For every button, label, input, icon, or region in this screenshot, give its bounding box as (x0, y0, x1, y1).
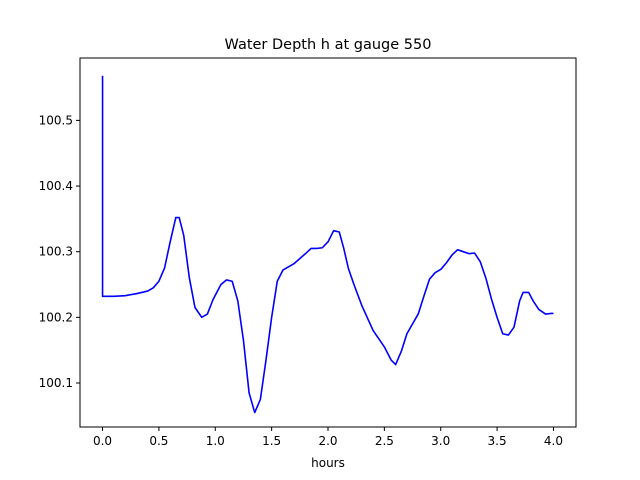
x-axis-ticks: 0.0 0.5 1.0 1.5 2.0 2.5 3.0 3.5 4.0 (93, 427, 563, 448)
series-group (101, 75, 554, 414)
x-tick-label: 0.0 (93, 434, 112, 448)
y-tick-label: 100.3 (39, 245, 73, 259)
series-line (101, 75, 554, 414)
x-tick-label: 0.5 (149, 434, 168, 448)
x-axis-label: hours (311, 456, 345, 470)
y-tick-label: 100.4 (39, 179, 73, 193)
x-tick-label: 3.5 (488, 434, 507, 448)
x-tick-label: 2.5 (375, 434, 394, 448)
x-tick-label: 4.0 (544, 434, 563, 448)
x-tick-label: 1.5 (262, 434, 281, 448)
y-tick-label: 100.2 (39, 310, 73, 324)
x-tick-label: 3.0 (431, 434, 450, 448)
x-tick-label: 2.0 (318, 434, 337, 448)
x-tick-label: 1.0 (206, 434, 225, 448)
chart-title: Water Depth h at gauge 550 (225, 37, 432, 53)
y-axis-ticks: 100.1 100.2 100.3 100.4 100.5 (39, 113, 80, 390)
y-tick-label: 100.5 (39, 113, 73, 127)
y-tick-label: 100.1 (39, 376, 73, 390)
